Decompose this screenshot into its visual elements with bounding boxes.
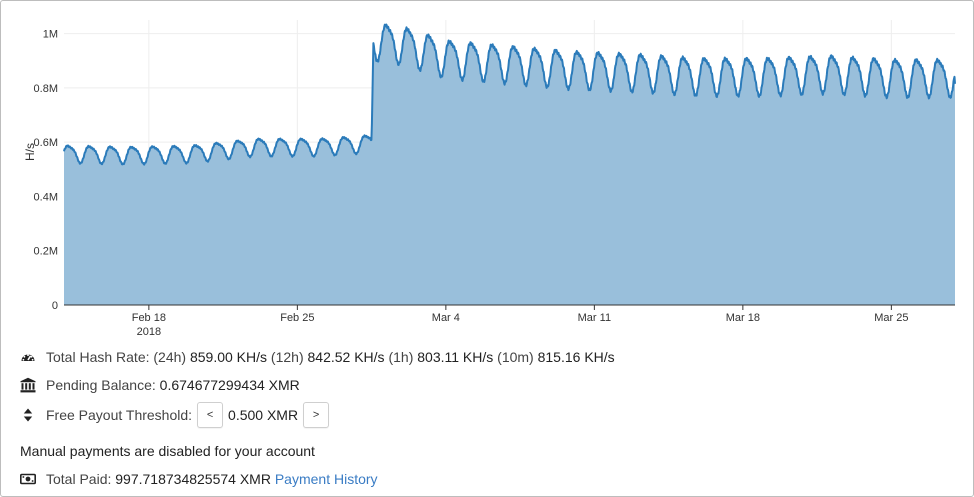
threshold-decrease-button[interactable]: < [197,402,224,428]
hashrate-12h-label: (12h) [270,349,304,365]
hashrate-24h-label: (24h) [153,349,187,365]
hashrate-area [64,24,955,305]
hashrate-1h-value: 803.11 KH/s [417,349,494,365]
hashrate-10m-value: 815.16 KH/s [537,349,615,365]
manual-payment-notice: Manual payments are disabled for your ac… [20,443,315,459]
threshold-label: Free Payout Threshold: [46,407,193,423]
tachometer-icon [21,354,35,361]
x-tick-year-label: 2018 [137,326,161,338]
x-tick-label: Mar 25 [874,312,908,324]
threshold-value: 0.500 XMR [228,407,299,423]
sort-icon [23,408,33,422]
x-axis-ticks: Feb 18 2018 Feb 25 Mar 4 Mar 11 Mar 18 Mar 25 [132,305,908,338]
hashrate-label: Total Hash Rate: [46,349,150,365]
paid-label: Total Paid: [46,471,112,487]
y-tick-label: 0 [52,300,58,312]
payment-history-link[interactable]: Payment History [274,471,378,487]
x-tick-label: Mar 11 [578,312,611,324]
money-icon [20,473,36,485]
x-tick-label: Mar 4 [432,312,460,324]
y-tick-label: 1M [43,29,58,41]
y-tick-label: 0.4M [34,191,58,203]
pending-value: 0.674677299434 XMR [159,377,300,393]
y-axis: 0 0.2M 0.4M 0.6M 0.8M 1M [34,29,58,312]
x-tick-label: Feb 18 [132,312,166,324]
hashrate-chart: 0 0.2M 0.4M 0.6M 0.8M 1M Feb 18 2018 Feb 25 Mar … [23,20,956,338]
y-tick-label: 0.8M [34,83,58,95]
manual-payment-notice-row: Manual payments are disabled for your ac… [20,440,315,462]
pending-label: Pending Balance: [46,377,156,393]
pending-row: Pending Balance: 0.674677299434 XMR [20,374,300,396]
hashrate-1h-label: (1h) [388,349,414,365]
y-axis-label: H/s [23,143,37,161]
y-tick-label: 0.2M [34,246,58,258]
threshold-increase-button[interactable]: > [303,402,330,428]
hashrate-24h-value: 859.00 KH/s [189,349,268,365]
threshold-row: Free Payout Threshold: < 0.500 XMR > [20,402,334,428]
hashrate-12h-value: 842.52 KH/s [307,349,385,365]
hashrate-line [63,23,956,166]
x-tick-label: Mar 18 [726,312,760,324]
x-tick-label: Feb 25 [280,312,314,324]
paid-value: 997.718734825574 XMR [115,471,271,487]
bank-icon [20,377,36,393]
paid-row: Total Paid: 997.718734825574 XMR Payment… [20,468,378,490]
hashrate-10m-label: (10m) [497,349,534,365]
hashrate-row: Total Hash Rate: (24h) 859.00 KH/s (12h)… [20,346,615,368]
y-tick-label: 0.6M [34,137,58,149]
